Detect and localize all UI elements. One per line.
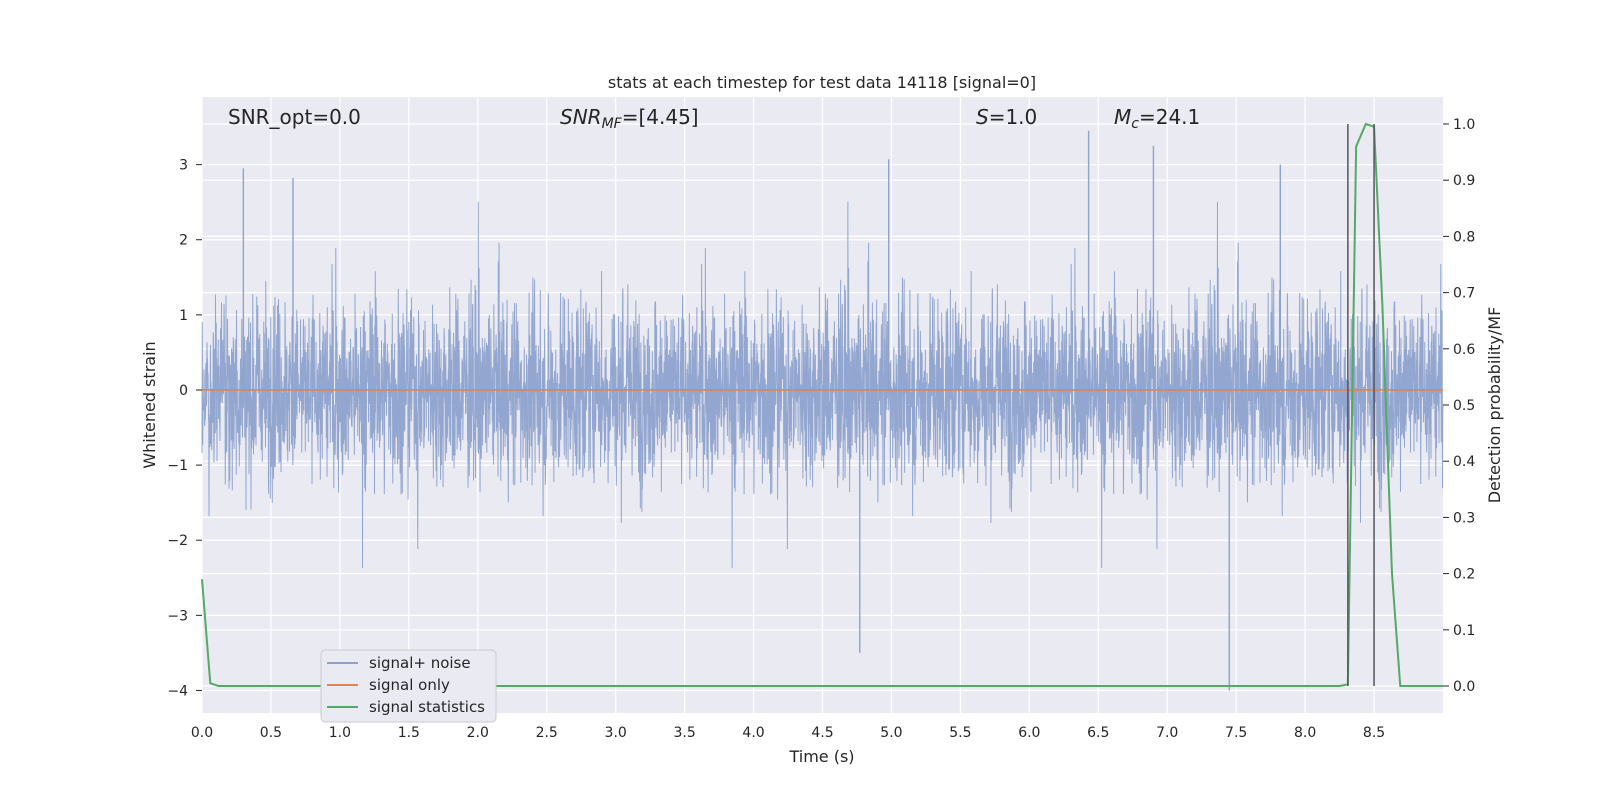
x-tick-label: 5.0 (880, 725, 902, 741)
x-tick-label: 6.5 (1087, 725, 1109, 741)
legend-box (320, 649, 497, 723)
y-tick-label: 3 (179, 158, 188, 174)
annotation-s-stat: S=1.0 (976, 105, 1037, 129)
signal-noise-series (201, 130, 1444, 691)
y2-tick-label: 0.9 (1453, 173, 1475, 189)
x-tick-label: 1.0 (329, 725, 351, 741)
svg-text:signal only: signal only (369, 676, 450, 694)
y2-tick-label: 0.2 (1453, 567, 1475, 583)
y2-tick-label: 0.1 (1453, 623, 1475, 639)
x-tick-label: 1.5 (398, 725, 420, 741)
x-tick-label: 8.0 (1294, 725, 1316, 741)
x-tick-label: 2.5 (536, 725, 558, 741)
chart-title: stats at each timestep for test data 141… (608, 73, 1036, 92)
x-tick-label: 3.5 (673, 725, 695, 741)
legend-entry-signal-only: signal only (327, 676, 450, 694)
annotations: SNR_opt=0.0 SNRMF=[4.45] S=1.0 Mc=24.1 (228, 105, 1200, 132)
y2-tick-label: 0.4 (1453, 454, 1475, 470)
x-tick-label: 5.5 (949, 725, 971, 741)
y-tick-label: −4 (167, 683, 188, 699)
annotation-mchirp: Mc=24.1 (1114, 105, 1200, 132)
y2-axis-ticks: 1.0 0.9 0.8 0.7 0.6 0.5 0.4 0.3 0.2 0.1 0.0 (1443, 117, 1475, 695)
x-tick-label: 7.0 (1156, 725, 1178, 741)
signal-noise-line (201, 201, 1444, 568)
vertical-markers (1347, 123, 1375, 687)
y2-tick-label: 0.0 (1453, 679, 1475, 695)
annotation-snr-opt: SNR_opt=0.0 (228, 105, 361, 129)
y2-tick-label: 0.7 (1453, 286, 1475, 302)
x-tick-label: 4.0 (742, 725, 764, 741)
y-tick-label: 2 (179, 233, 188, 249)
x-axis-ticks: 0.0 0.5 1.0 1.5 2.0 2.5 3.0 3.5 4.0 4.5 5.0 5.5 6.0 6… (191, 725, 1385, 741)
x-tick-label: 4.5 (811, 725, 833, 741)
y-tick-label: −2 (167, 533, 188, 549)
y2-tick-label: 0.8 (1453, 229, 1475, 245)
y-tick-label: 0 (179, 383, 188, 399)
x-tick-label: 0.5 (260, 725, 282, 741)
y-tick-label: −3 (167, 608, 188, 624)
x-tick-label: 7.5 (1225, 725, 1247, 741)
svg-text:signal+ noise: signal+ noise (369, 654, 471, 672)
y2-tick-label: 0.5 (1453, 398, 1475, 414)
x-axis-label: Time (s) (788, 747, 854, 766)
y-tick-label: −1 (167, 458, 188, 474)
x-tick-label: 3.0 (605, 725, 627, 741)
annotation-snr-mf: SNRMF=[4.45] (560, 105, 699, 132)
legend-entry-signal-statistics: signal statistics (327, 698, 485, 716)
legend-entry-signal-noise: signal+ noise (327, 654, 471, 672)
y-tick-label: 1 (179, 308, 188, 324)
x-tick-label: 8.5 (1363, 725, 1385, 741)
legend: signal+ noise signal only signal statist… (320, 649, 497, 723)
y2-tick-label: 0.3 (1453, 510, 1475, 526)
y-axis-label: Whitened strain (140, 341, 159, 468)
y2-tick-label: 1.0 (1453, 117, 1475, 133)
x-tick-label: 2.0 (467, 725, 489, 741)
y2-tick-label: 0.6 (1453, 342, 1475, 358)
y2-axis-label: Detection probability/MF (1485, 307, 1504, 504)
svg-text:signal statistics: signal statistics (369, 698, 485, 716)
y-axis-ticks: 3 2 1 0 −1 −2 −3 −4 (167, 158, 202, 699)
x-tick-label: 0.0 (191, 725, 213, 741)
x-tick-label: 6.0 (1018, 725, 1040, 741)
